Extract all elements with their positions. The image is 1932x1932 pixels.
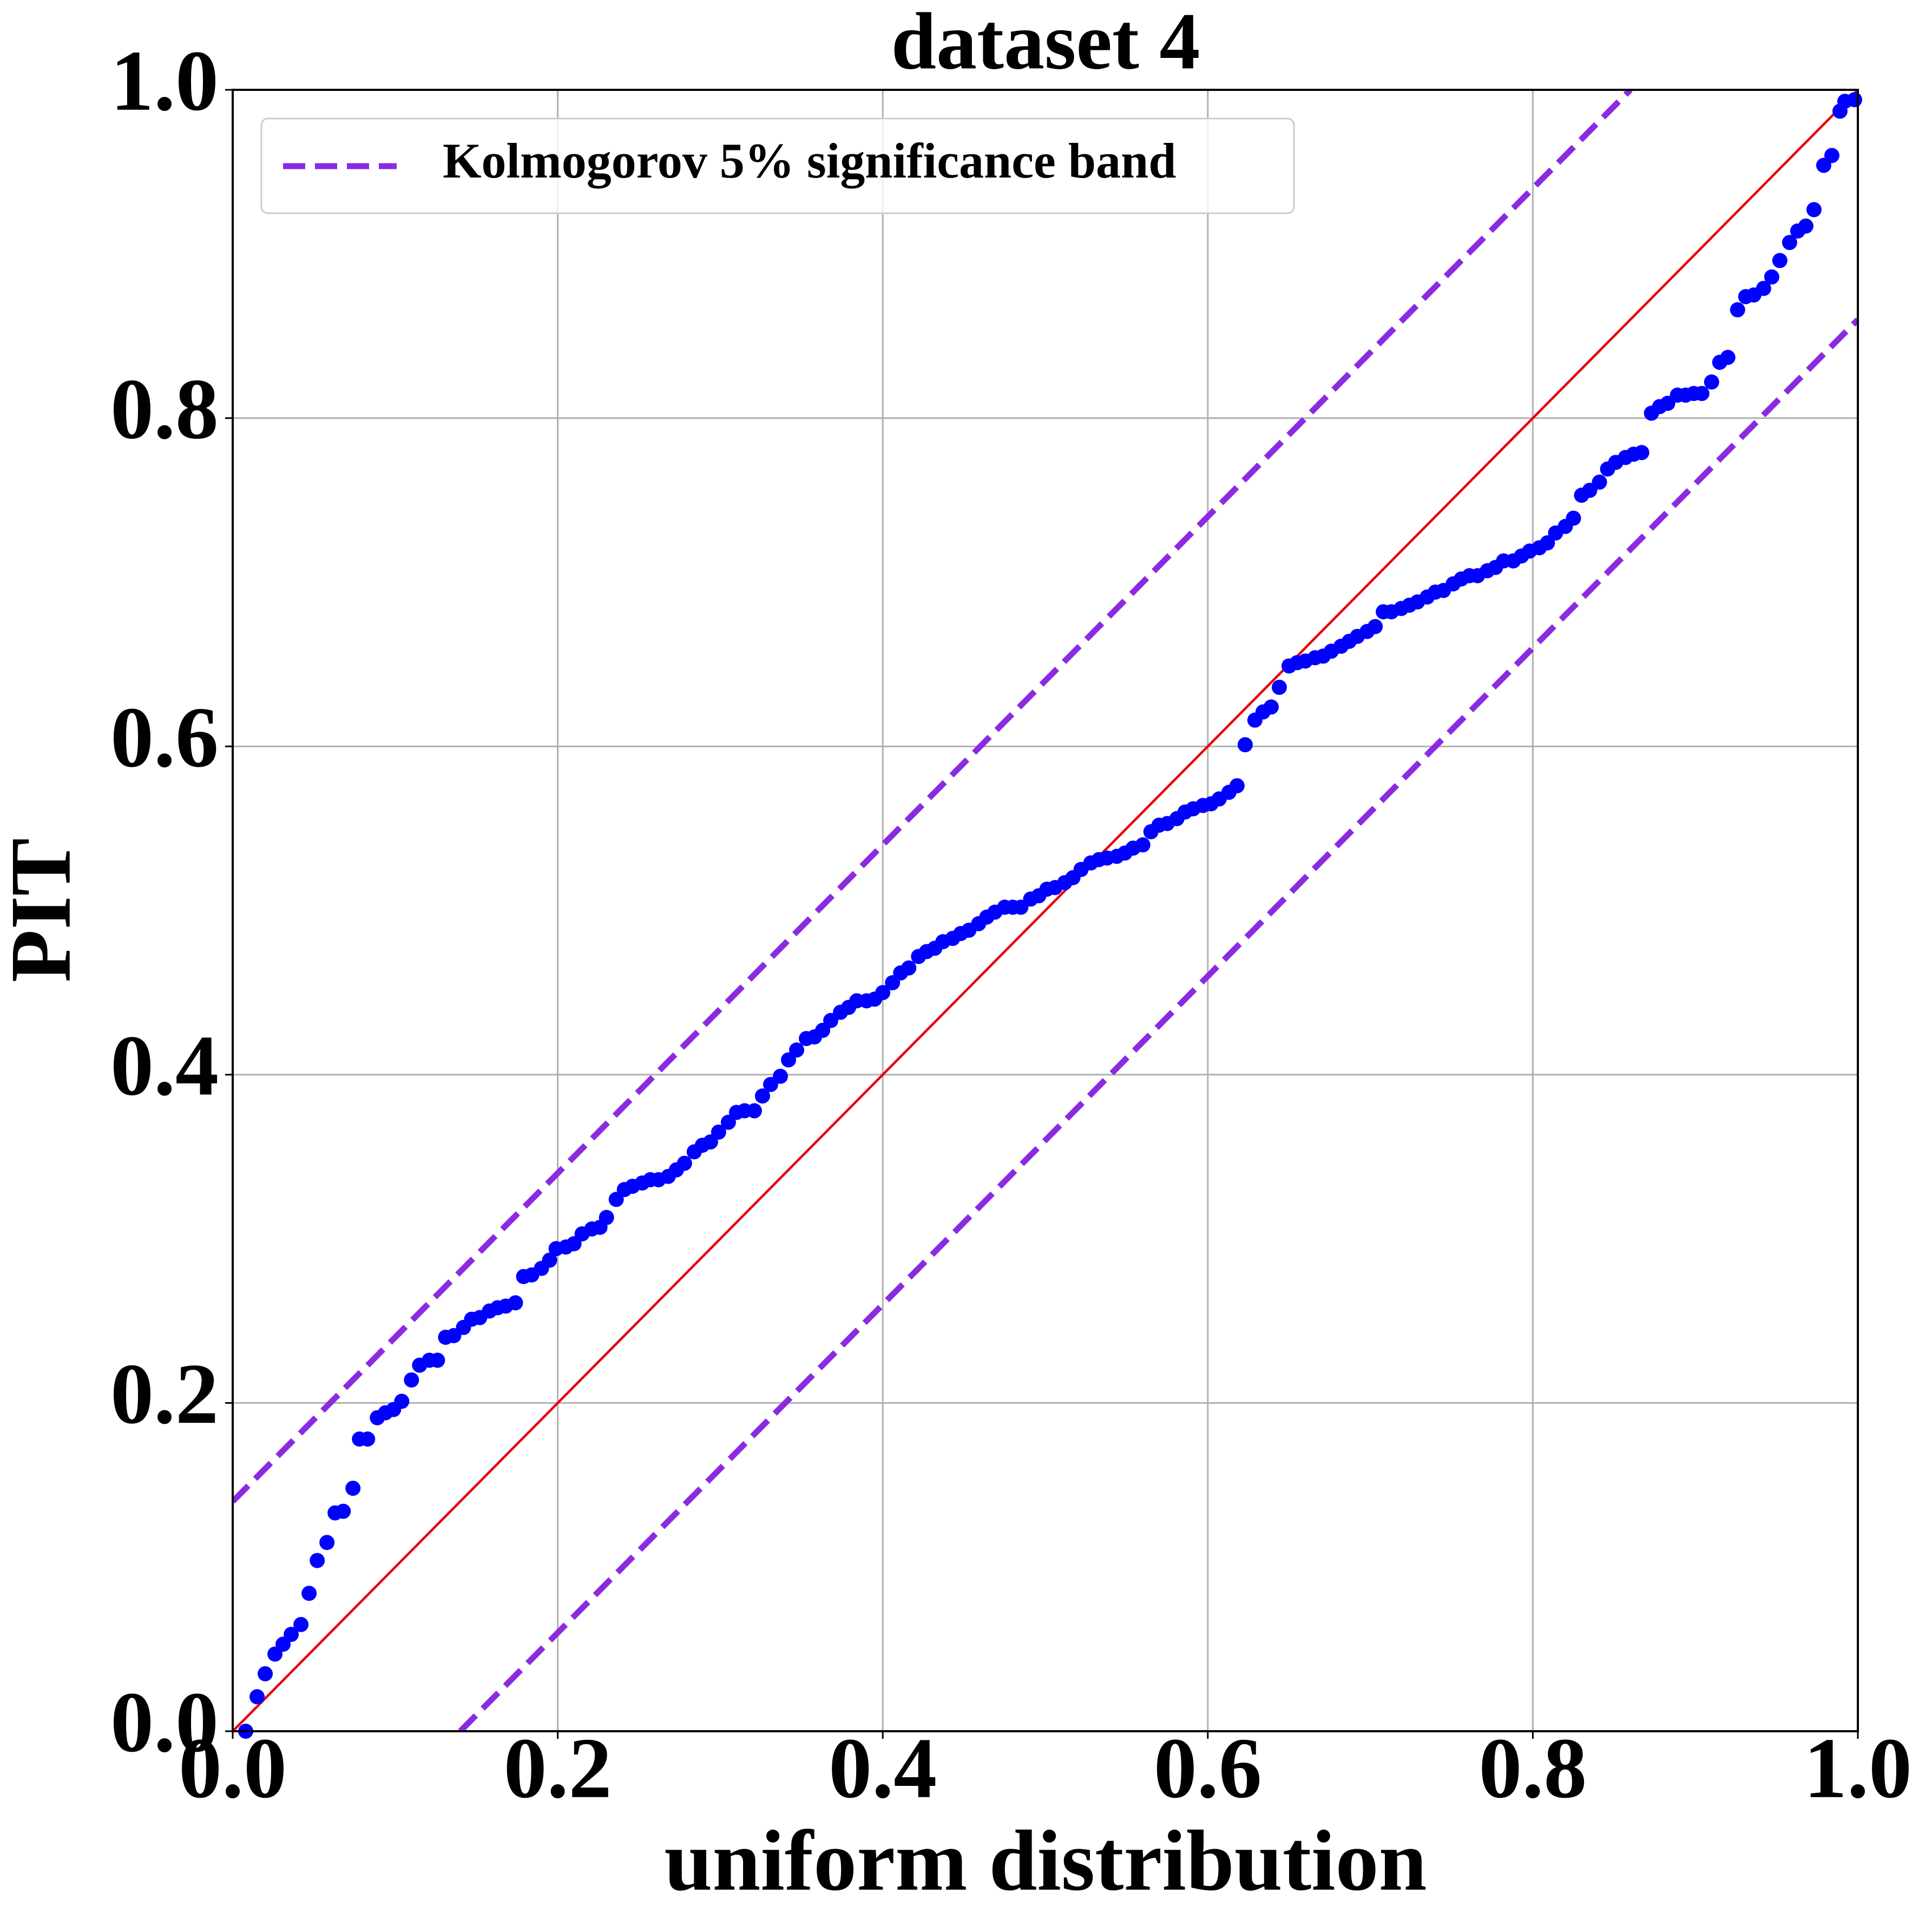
data-point bbox=[599, 1210, 614, 1225]
plot-frame bbox=[232, 89, 1859, 1732]
data-point bbox=[746, 1103, 762, 1119]
points bbox=[238, 92, 1862, 1739]
data-point bbox=[542, 1252, 557, 1268]
y-tick-label: 0.2 bbox=[110, 1345, 219, 1442]
data-point bbox=[284, 1627, 299, 1642]
x-tick-label: 0.4 bbox=[829, 1720, 937, 1816]
data-point bbox=[1756, 280, 1771, 296]
data-point bbox=[1720, 350, 1736, 365]
data-point bbox=[319, 1535, 335, 1550]
band-line bbox=[458, 317, 1858, 1731]
chart-title: dataset 4 bbox=[891, 0, 1200, 86]
data-point bbox=[1782, 235, 1797, 251]
legend: Kolmogorov 5% significance band bbox=[260, 117, 1295, 214]
y-tick-label: 0.8 bbox=[110, 360, 219, 457]
data-point bbox=[1566, 510, 1581, 526]
data-point bbox=[508, 1295, 523, 1311]
band-line bbox=[233, 90, 1633, 1504]
y-tick-label: 0.6 bbox=[110, 689, 219, 785]
data-point bbox=[249, 1689, 265, 1705]
data-point bbox=[754, 1088, 770, 1104]
data-point bbox=[301, 1586, 317, 1601]
data-point bbox=[1634, 445, 1650, 461]
data-point bbox=[1271, 680, 1287, 695]
x-tick-label: 0.2 bbox=[504, 1720, 612, 1816]
data-point bbox=[1263, 699, 1279, 715]
data-point bbox=[773, 1068, 788, 1084]
data-point bbox=[1772, 253, 1788, 268]
data-point bbox=[430, 1352, 445, 1368]
x-tick-label: 1.0 bbox=[1804, 1720, 1912, 1816]
data-point bbox=[1846, 92, 1862, 108]
data-point bbox=[336, 1503, 351, 1519]
data-point bbox=[1730, 302, 1745, 318]
data-point bbox=[676, 1155, 692, 1171]
data-point bbox=[711, 1124, 726, 1140]
data-point bbox=[875, 985, 891, 1001]
x-tick-label: 0.8 bbox=[1478, 1720, 1587, 1816]
data-point bbox=[258, 1666, 273, 1681]
data-point bbox=[310, 1553, 325, 1568]
plot-area bbox=[233, 90, 1858, 1731]
x-axis-label: uniform distribution bbox=[664, 1812, 1427, 1909]
x-tick-label: 0.0 bbox=[179, 1720, 287, 1816]
data-point bbox=[1798, 218, 1813, 234]
data-point bbox=[345, 1481, 361, 1496]
data-point bbox=[1135, 837, 1151, 853]
legend-box bbox=[260, 117, 1295, 214]
data-point bbox=[1368, 619, 1383, 634]
reference-line bbox=[233, 90, 1858, 1731]
data-point bbox=[1764, 269, 1779, 285]
legend-label: Kolmogorov 5% significance band bbox=[443, 133, 1176, 188]
data-point bbox=[404, 1372, 419, 1388]
x-tick-label: 0.6 bbox=[1154, 1720, 1262, 1816]
data-point bbox=[394, 1394, 410, 1409]
data-point bbox=[1237, 737, 1253, 753]
data-point bbox=[293, 1616, 309, 1632]
ticks: 0.0 0.2 0.4 0.6 0.8 1.0 0.0 0.2 0.4 0.6 0.8 1.0 bbox=[110, 32, 1912, 1816]
y-tick-label: 1.0 bbox=[110, 32, 219, 129]
y-tick-label: 0.4 bbox=[110, 1017, 219, 1114]
data-point bbox=[1824, 148, 1839, 163]
data-point bbox=[789, 1042, 805, 1058]
data-point bbox=[1229, 778, 1245, 793]
data-point bbox=[1694, 386, 1710, 402]
y-axis-label: PIT bbox=[0, 838, 89, 983]
data-point bbox=[901, 960, 917, 976]
data-point bbox=[1592, 474, 1607, 490]
data-point bbox=[1704, 374, 1719, 390]
y-tick-label: 0.0 bbox=[110, 1674, 219, 1770]
data-point bbox=[360, 1431, 376, 1447]
data-point bbox=[1806, 202, 1822, 218]
